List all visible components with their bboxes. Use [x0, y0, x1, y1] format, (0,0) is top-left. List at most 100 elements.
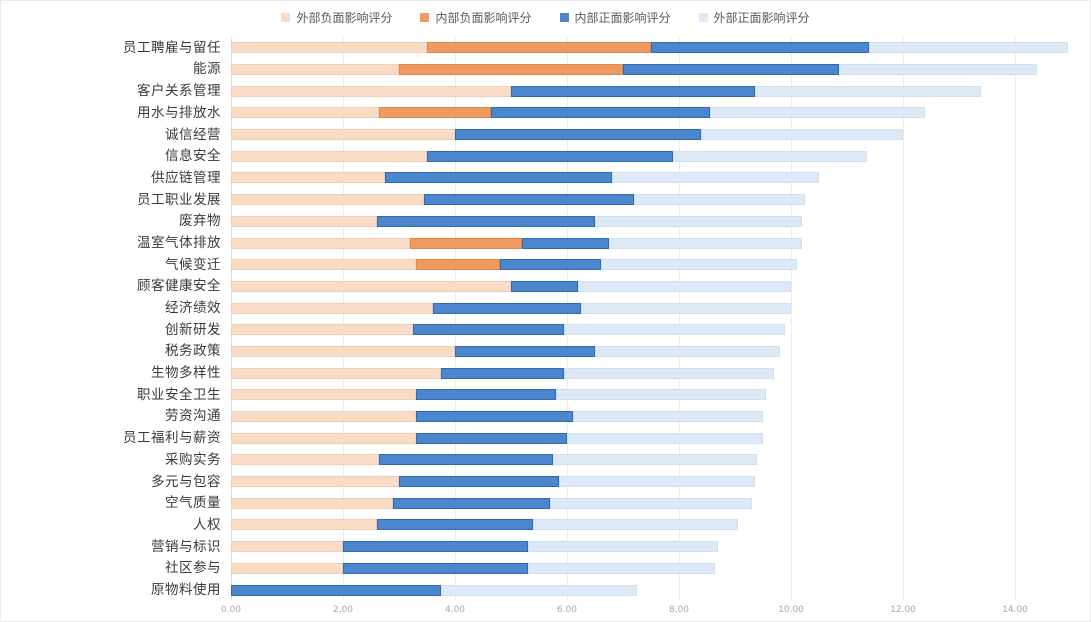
bar-segment	[231, 432, 416, 444]
category-label: 员工聘雇与留任	[123, 39, 221, 56]
bar-segment	[399, 64, 623, 76]
bar-segment	[424, 194, 635, 206]
category-label: 劳资沟通	[165, 408, 221, 425]
bar-segment	[415, 432, 567, 444]
bar-segment	[231, 541, 343, 553]
bar-segment	[701, 129, 903, 141]
bar-row: 税务政策	[1, 341, 1090, 363]
category-label: 诚信经营	[165, 126, 221, 143]
bar-segment	[441, 367, 565, 379]
legend-item-3[interactable]: 外部正面影响评分	[698, 9, 810, 26]
bar-segment	[838, 64, 1038, 76]
bar-track	[231, 64, 1038, 76]
bar-track	[231, 85, 982, 97]
legend-label: 外部正面影响评分	[713, 10, 810, 25]
bar-segment	[415, 259, 500, 271]
bar-segment	[522, 237, 609, 249]
bar-row: 营销与标识	[1, 536, 1090, 558]
bar-segment	[611, 172, 819, 184]
bar-row: 员工聘雇与留任	[1, 37, 1090, 59]
category-label: 职业安全卫生	[137, 386, 221, 403]
legend-item-2[interactable]: 内部正面影响评分	[559, 9, 671, 26]
category-label: 空气质量	[165, 495, 221, 512]
bar-segment	[231, 150, 427, 162]
bar-segment	[564, 367, 775, 379]
legend-label: 外部负面影响评分	[296, 10, 393, 25]
bar-segment	[869, 42, 1069, 54]
bar-row: 员工职业发展	[1, 189, 1090, 211]
bar-segment	[455, 345, 595, 357]
bar-row: 气候变迁	[1, 254, 1090, 276]
bar-segment	[410, 237, 523, 249]
legend-swatch-icon	[698, 12, 708, 22]
bar-segment	[673, 150, 867, 162]
x-axis-tick-label: 8.00	[668, 605, 690, 615]
category-label: 税务政策	[165, 343, 221, 360]
bar-track	[231, 215, 803, 227]
x-axis-tick-label: 12.00	[890, 605, 916, 615]
category-label: 人权	[193, 516, 221, 533]
category-label: 顾客健康安全	[137, 278, 221, 295]
bar-segment	[231, 584, 441, 596]
bar-segment	[533, 519, 738, 531]
bar-segment	[415, 389, 556, 401]
bar-segment	[595, 345, 780, 357]
bar-row: 人权	[1, 514, 1090, 536]
bar-track	[231, 302, 791, 314]
bar-segment	[393, 497, 551, 509]
bar-segment	[511, 280, 579, 292]
bar-track	[231, 194, 805, 206]
bar-segment	[552, 454, 758, 466]
bar-segment	[754, 85, 982, 97]
category-label: 用水与排放水	[137, 104, 221, 121]
legend-item-0[interactable]: 外部负面影响评分	[281, 9, 392, 26]
bar-row: 生物多样性	[1, 362, 1090, 384]
bar-segment	[231, 64, 399, 76]
category-label: 员工福利与薪资	[123, 430, 221, 447]
bar-track	[231, 237, 803, 249]
bar-segment	[566, 432, 763, 444]
bar-track	[231, 584, 637, 596]
bar-segment	[709, 107, 926, 119]
legend-label: 内部负面影响评分	[435, 10, 532, 25]
x-axis-tick-label: 10.00	[778, 605, 804, 615]
bar-track	[231, 454, 758, 466]
category-label: 废弃物	[179, 213, 221, 230]
bar-track	[231, 42, 1069, 54]
bar-segment	[231, 302, 433, 314]
bar-row: 客户关系管理	[1, 80, 1090, 102]
bar-row: 职业安全卫生	[1, 384, 1090, 406]
bar-segment	[600, 259, 797, 271]
bar-segment	[634, 194, 805, 206]
bar-track	[231, 345, 780, 357]
bar-track	[231, 497, 752, 509]
bar-row: 废弃物	[1, 211, 1090, 233]
category-label: 供应链管理	[151, 169, 221, 186]
bar-segment	[555, 389, 766, 401]
category-label: 创新研发	[165, 321, 221, 338]
bar-segment	[231, 237, 411, 249]
bar-segment	[379, 107, 492, 119]
legend-item-1[interactable]: 内部负面影响评分	[420, 9, 532, 26]
bar-segment	[578, 280, 791, 292]
bar-segment	[572, 411, 763, 423]
bar-track	[231, 107, 926, 119]
category-label: 生物多样性	[151, 365, 221, 382]
bar-segment	[491, 107, 710, 119]
bar-segment	[231, 519, 377, 531]
bar-track	[231, 172, 819, 184]
category-label: 能源	[193, 61, 221, 78]
bar-track	[231, 389, 766, 401]
bar-row: 经济绩效	[1, 297, 1090, 319]
bar-segment	[231, 85, 511, 97]
bar-row: 温室气体排放	[1, 232, 1090, 254]
grid-line	[903, 37, 904, 600]
bar-segment	[608, 237, 803, 249]
category-label: 原物料使用	[151, 581, 221, 598]
bar-segment	[580, 302, 791, 314]
bar-row: 顾客健康安全	[1, 276, 1090, 298]
x-axis-tick-label: 0.00	[220, 605, 242, 615]
bar-track	[231, 129, 903, 141]
bar-segment	[231, 454, 380, 466]
